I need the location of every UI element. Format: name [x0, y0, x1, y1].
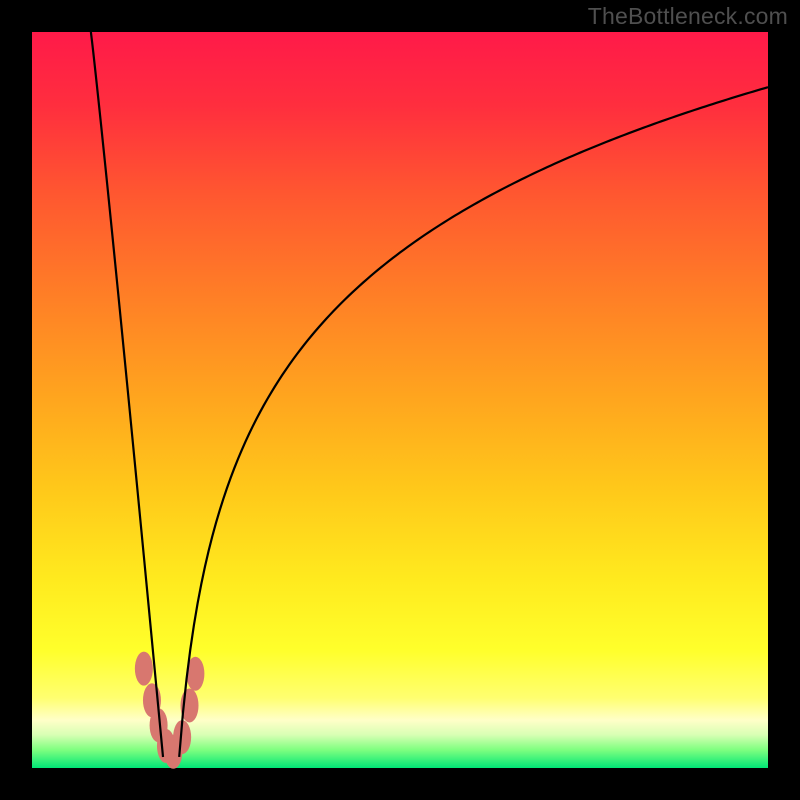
bottleneck-chart: [0, 0, 800, 800]
chart-frame: TheBottleneck.com: [0, 0, 800, 800]
watermark-text: TheBottleneck.com: [588, 3, 788, 30]
marker-blob: [135, 652, 153, 686]
